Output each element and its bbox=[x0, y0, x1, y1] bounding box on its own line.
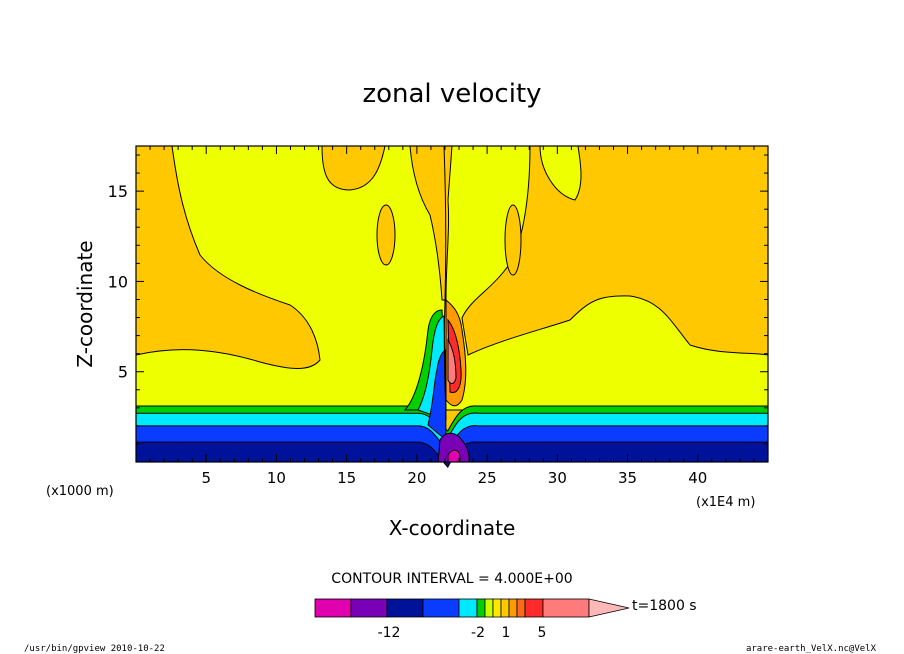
footer-right: arare-earth_VelX.nc@VelX bbox=[746, 644, 877, 654]
x-tick-label: 40 bbox=[688, 469, 707, 487]
mid-region-fill bbox=[135, 145, 769, 411]
colorbar-cell bbox=[386, 598, 424, 618]
colorbar-label: 5 bbox=[538, 625, 547, 641]
colorbar-label: 1 bbox=[502, 625, 511, 641]
layer-band bbox=[135, 441, 769, 468]
orange-cell bbox=[376, 204, 396, 266]
plot-frame bbox=[135, 145, 769, 463]
contour-interval-label: CONTOUR INTERVAL = 4.000E+00 bbox=[331, 571, 572, 587]
x-tick-label: 30 bbox=[548, 469, 567, 487]
x-tick-label: 25 bbox=[478, 469, 497, 487]
magenta-core bbox=[447, 449, 461, 463]
y-unit-label: (x1000 m) bbox=[46, 484, 114, 499]
colorbar-cell bbox=[524, 598, 544, 618]
footer-left: /usr/bin/gpview 2010-10-22 bbox=[24, 644, 165, 654]
pink-core bbox=[447, 338, 457, 384]
colorbar-label: -12 bbox=[378, 625, 401, 641]
x-tick-label: 20 bbox=[407, 469, 426, 487]
chart-title: zonal velocity bbox=[362, 79, 541, 109]
plot-area bbox=[135, 145, 769, 468]
y-tick-label: 5 bbox=[118, 363, 128, 382]
colorbar-cell bbox=[422, 598, 460, 618]
colorbar-cell bbox=[458, 598, 478, 618]
x-axis: 5 10 15 20 25 30 35 40 bbox=[149, 146, 755, 487]
colorbar bbox=[314, 598, 630, 618]
y-tick-label: 10 bbox=[108, 272, 128, 291]
x-tick-label: 10 bbox=[267, 469, 286, 487]
y-axis: 5 10 15 bbox=[108, 154, 768, 445]
colorbar-cell bbox=[542, 598, 590, 618]
colorbar-cell bbox=[492, 598, 502, 618]
y-tick-label: 15 bbox=[108, 182, 128, 201]
colorbar-cell bbox=[314, 598, 352, 618]
colorbar-labels: -12 -2 1 5 bbox=[378, 625, 547, 641]
contour-line bbox=[443, 145, 447, 411]
time-label: t=1800 s bbox=[632, 598, 697, 614]
colorbar-cell bbox=[476, 598, 486, 618]
colorbar-cell bbox=[484, 598, 494, 618]
colorbar-arrow bbox=[588, 598, 630, 618]
colorbar-label: -2 bbox=[471, 625, 485, 641]
colorbar-cell bbox=[350, 598, 388, 618]
colorbar-cell bbox=[500, 598, 510, 618]
x-tick-label: 5 bbox=[201, 469, 211, 487]
x-tick-label: 15 bbox=[337, 469, 356, 487]
colorbar-cell bbox=[516, 598, 526, 618]
colorbar-cell bbox=[508, 598, 518, 618]
x-axis-label: X-coordinate bbox=[389, 516, 516, 540]
orange-cell bbox=[504, 204, 522, 276]
y-axis-label: Z-coordinate bbox=[73, 240, 97, 367]
x-tick-label: 35 bbox=[618, 469, 637, 487]
x-unit-label: (x1E4 m) bbox=[696, 495, 755, 510]
